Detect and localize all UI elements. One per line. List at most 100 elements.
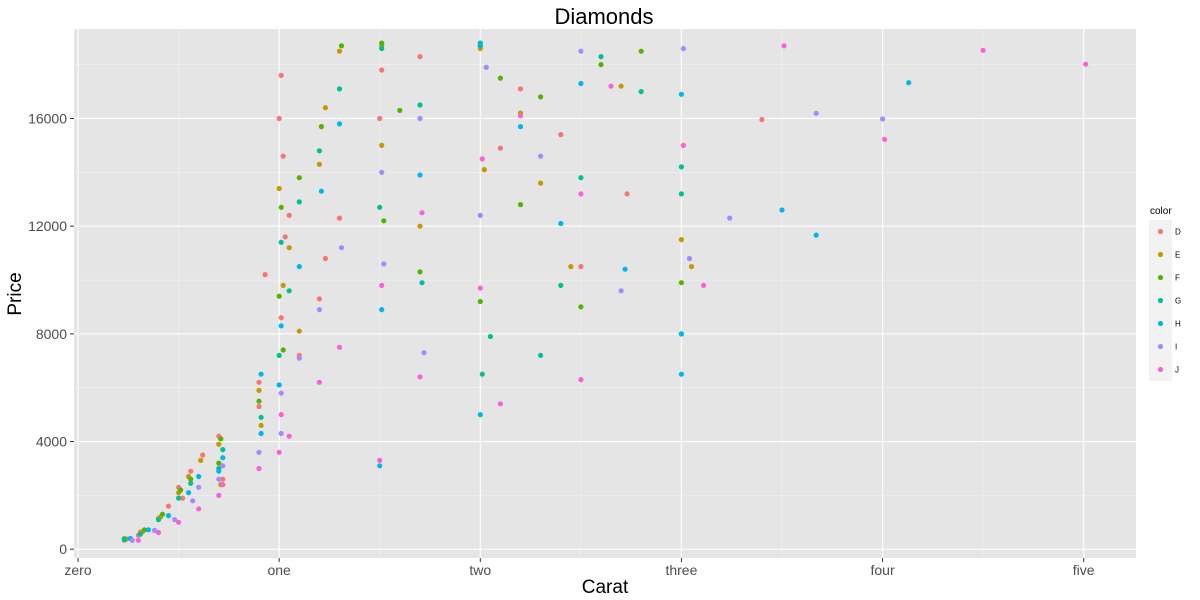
legend-label: I — [1175, 343, 1177, 352]
point-j — [316, 379, 322, 385]
point-d — [336, 215, 343, 221]
point-g — [377, 204, 383, 210]
point-f — [280, 347, 286, 353]
y-axis-title: Price — [5, 272, 26, 315]
point-f — [397, 107, 403, 113]
point-h — [678, 371, 685, 377]
point-h — [216, 468, 222, 474]
point-e — [481, 167, 487, 173]
point-e — [336, 48, 343, 54]
point-h — [678, 91, 685, 97]
point-d — [377, 115, 383, 122]
point-d — [165, 503, 172, 509]
point-h — [296, 264, 302, 270]
point-e — [688, 264, 695, 270]
point-e — [316, 161, 322, 167]
point-h — [379, 307, 385, 313]
point-d — [417, 54, 423, 60]
point-h — [318, 188, 324, 194]
point-e — [286, 245, 292, 251]
point-i — [220, 463, 226, 469]
point-d — [256, 379, 262, 385]
y-tick-label: 8000 — [36, 326, 67, 342]
point-j — [155, 529, 162, 536]
point-i — [129, 537, 135, 543]
point-h — [678, 331, 685, 337]
point-i — [421, 350, 427, 356]
point-d — [624, 191, 630, 197]
point-e — [198, 457, 204, 463]
point-e — [280, 282, 286, 288]
legend-label: H — [1175, 320, 1181, 329]
point-j — [781, 43, 787, 49]
point-e — [538, 180, 544, 186]
point-i — [618, 288, 624, 294]
point-d — [276, 115, 282, 122]
point-h — [165, 513, 172, 519]
point-g — [419, 280, 425, 286]
point-j — [701, 282, 707, 288]
point-g — [578, 175, 584, 181]
point-h — [906, 80, 912, 86]
point-i — [196, 484, 202, 490]
point-h — [220, 455, 226, 461]
point-d — [180, 495, 186, 501]
point-j — [479, 156, 485, 162]
point-i — [417, 115, 423, 122]
point-d — [517, 86, 524, 92]
point-e — [568, 264, 574, 270]
point-g — [336, 86, 343, 92]
point-d — [286, 212, 292, 218]
point-j — [417, 374, 423, 380]
point-f — [256, 398, 262, 404]
point-e — [258, 422, 264, 428]
point-f — [379, 40, 385, 46]
y-axis: 0 4000 8000 12000 16000 — [28, 110, 74, 557]
legend-swatch — [1157, 251, 1164, 258]
point-h — [276, 382, 282, 388]
point-f — [477, 298, 483, 305]
point-f — [381, 218, 387, 224]
point-g — [479, 371, 485, 377]
point-f — [678, 280, 685, 286]
point-h — [477, 412, 483, 418]
point-j — [578, 377, 584, 383]
point-j — [419, 210, 425, 216]
x-tick-label: five — [1073, 562, 1095, 578]
legend-swatch — [1157, 343, 1164, 350]
x-tick-label: three — [665, 562, 697, 578]
legend-swatch — [1157, 366, 1164, 373]
point-g — [220, 447, 226, 453]
legend-swatch — [1157, 297, 1164, 304]
point-j — [882, 136, 888, 142]
point-j — [196, 506, 202, 512]
point-h — [813, 232, 819, 238]
point-h — [578, 80, 584, 87]
point-g — [137, 531, 143, 537]
point-f — [188, 476, 194, 482]
point-j — [379, 282, 385, 288]
x-tick-label: four — [871, 562, 895, 578]
point-j — [286, 433, 292, 439]
point-e — [276, 185, 282, 192]
point-h — [145, 527, 151, 533]
point-d — [316, 296, 322, 302]
point-i — [151, 527, 158, 534]
point-f — [578, 304, 584, 310]
data-points — [121, 40, 1089, 543]
point-g — [598, 54, 604, 60]
point-f — [538, 94, 544, 100]
point-e — [216, 441, 222, 447]
y-tick-label: 4000 — [36, 434, 67, 450]
point-h — [517, 124, 524, 130]
x-tick-label: one — [267, 562, 291, 578]
point-i — [278, 390, 284, 396]
point-g — [286, 288, 292, 294]
point-i — [680, 45, 687, 52]
point-i — [477, 212, 483, 218]
point-j — [497, 401, 503, 407]
point-i — [256, 449, 262, 455]
x-axis-title: Carat — [582, 577, 629, 598]
point-f — [417, 269, 423, 275]
x-axis: zero one two three four five — [64, 558, 1095, 578]
